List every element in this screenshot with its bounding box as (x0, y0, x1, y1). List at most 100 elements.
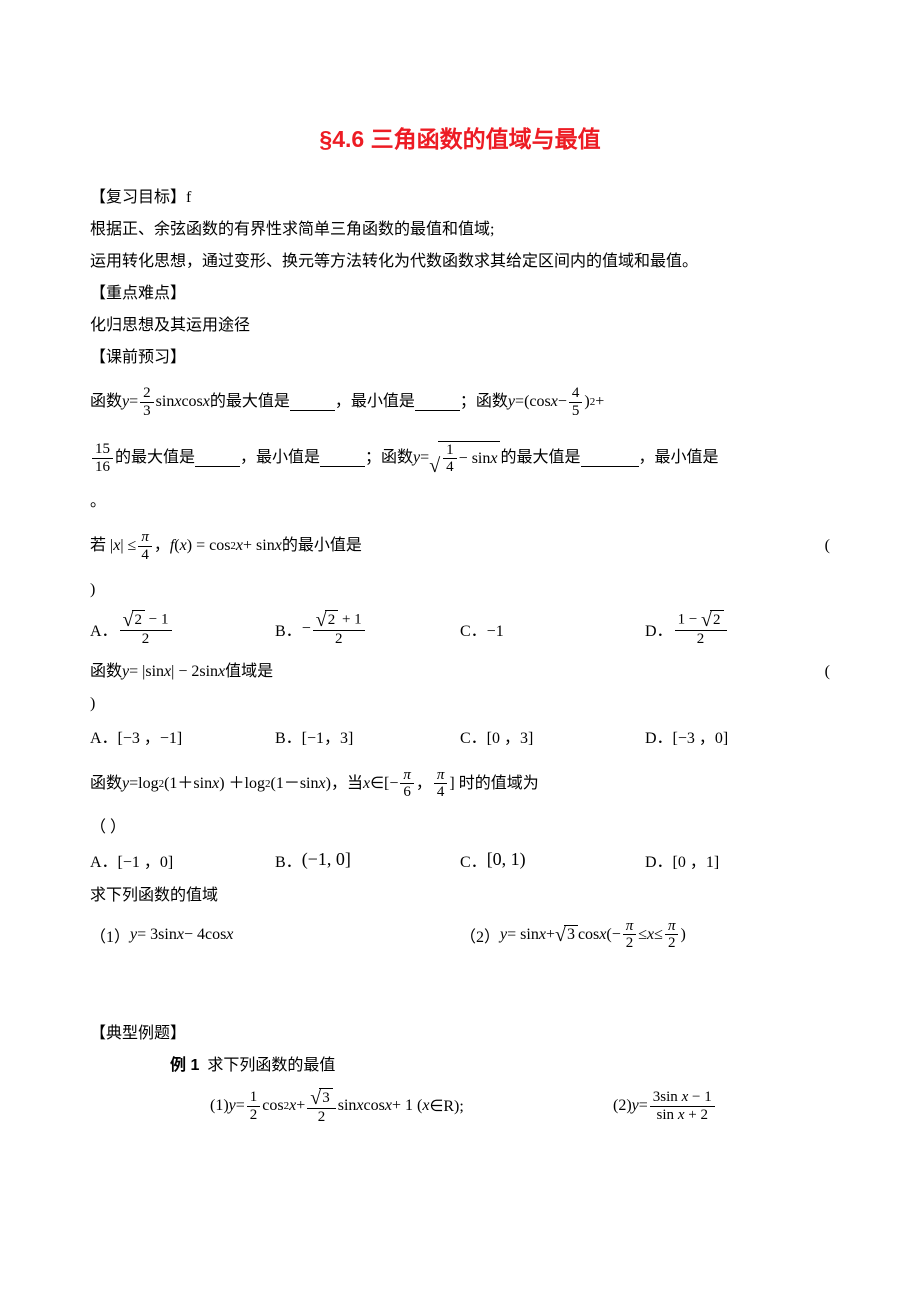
option-d: D． 1 − √2 2 (645, 610, 830, 648)
text: ；函数 (460, 386, 508, 418)
text: ，最小值是 (639, 442, 719, 474)
fraction: π 2 (665, 918, 679, 952)
text: 函数 (90, 386, 122, 418)
fraction: 15 16 (92, 441, 113, 475)
goal-line-1: 根据正、余弦函数的有界性求简单三角函数的最值和值域; (90, 214, 830, 246)
interval: (−1, 0] (302, 849, 351, 870)
numerator: 1 (443, 442, 457, 460)
var-x: x (539, 926, 546, 944)
q2-options: A． √2 − 1 2 B． − √2 + 1 2 C．−1 D． (90, 610, 830, 648)
text: ， (154, 530, 170, 562)
item-num: (1) (210, 1097, 229, 1115)
denominator: 5 (569, 403, 583, 420)
page-title: §4.6 三角函数的值域与最值 (90, 120, 830, 154)
text: ≤ (654, 926, 663, 944)
var-x: x (226, 926, 233, 944)
text: = (515, 386, 524, 418)
text: + sin (243, 530, 275, 562)
var-y: y (122, 656, 129, 688)
q2-stem: 若 | x | ≤ π 4 ， f ( x ) = cos 2 x + sin … (90, 518, 830, 574)
var-x: x (490, 443, 497, 475)
denominator: 6 (400, 784, 414, 801)
denominator: 2 (623, 935, 637, 952)
text: ，最小值是 (240, 442, 320, 474)
item-num: （1） (90, 923, 130, 947)
fraction: π 4 (434, 767, 448, 801)
radicand: 2 (710, 610, 724, 630)
example-text: 求下列函数的最值 (207, 1050, 335, 1082)
numerator: 3sin x − 1 (650, 1089, 715, 1107)
text: = (236, 1097, 245, 1115)
numerator: √2 + 1 (313, 610, 365, 631)
denominator: 2 (332, 631, 346, 648)
option-label: A． (90, 617, 118, 641)
q5-item-1: （1） y = 3sin x − 4cos x (90, 923, 460, 947)
fraction: π 6 (400, 767, 414, 801)
section-heading-examples: 【典型例题】 (90, 1018, 830, 1050)
text: =log (129, 768, 158, 800)
denominator: 2 (139, 631, 153, 648)
denominator: 4 (138, 547, 152, 564)
text: (− (606, 926, 620, 944)
q5-item-2: （2） y = sin x + √3 cos x (− π 2 ≤ x ≤ π … (460, 918, 830, 952)
text: 若 | (90, 530, 113, 562)
text: (1－sin (271, 768, 319, 800)
fraction: 3sin x − 1 sin x + 2 (650, 1089, 715, 1123)
example-label: 例 1 (170, 1050, 199, 1082)
denominator: 16 (92, 459, 113, 476)
ex1-item-1: (1) y = 1 2 cos 2 x + √3 2 sin x cos x +… (210, 1088, 613, 1126)
text: ∈R); (429, 1096, 463, 1116)
text: 的最大值是 (115, 442, 195, 474)
denominator: 2 (665, 935, 679, 952)
numerator: 1 − √2 (675, 610, 727, 631)
var-y: y (229, 1097, 236, 1115)
text: ) = cos (187, 530, 231, 562)
text: sin (657, 1107, 678, 1123)
text: sin (156, 386, 175, 418)
fraction: √3 2 (307, 1088, 335, 1126)
section-heading-preview: 【课前预习】 (90, 342, 830, 374)
text: cos (364, 1097, 385, 1115)
numerator: √3 (307, 1088, 335, 1109)
var-y: y (632, 1097, 639, 1115)
q4-options: A．[−1 ，0] B． (−1, 0] C． [0, 1) D．[0 ，1] (90, 848, 830, 872)
numerator: √2 − 1 (120, 610, 172, 631)
text: 值域是 (225, 656, 273, 688)
text: 的最大值是 (500, 442, 580, 474)
option-a: A．[−1 ，0] (90, 848, 275, 872)
text: ， (416, 768, 432, 800)
text: − (558, 386, 567, 418)
numerator: 2 (140, 385, 154, 403)
var-y: y (413, 442, 420, 474)
radicand: 1 4 − sin x (438, 441, 500, 476)
denominator: 2 (315, 1109, 329, 1126)
text: ∈[− (370, 768, 398, 800)
var-x: x (177, 926, 184, 944)
text: = (639, 1097, 648, 1115)
fraction: 4 5 (569, 385, 583, 419)
text: cos (262, 1097, 283, 1115)
blank-fill (415, 394, 460, 411)
radicand: 3 (319, 1088, 333, 1108)
var-x: x (180, 530, 187, 562)
var-x: x (422, 1097, 429, 1115)
blank-fill (290, 394, 335, 411)
var-x: x (212, 768, 219, 800)
q4-paren: （ ） (90, 812, 830, 844)
numerator: π (434, 767, 448, 785)
text: 1 − (678, 611, 701, 627)
var-x: x (599, 926, 606, 944)
option-d: D．[−3 ，0] (645, 724, 830, 748)
var-x: x (203, 386, 210, 418)
text: − 4cos (184, 926, 226, 944)
option-c: C．[0 ，3] (460, 724, 645, 748)
text: 3sin (653, 1089, 682, 1105)
text: ，最小值是 (335, 386, 415, 418)
text: | − 2sin (171, 656, 218, 688)
fraction: 2 3 (140, 385, 154, 419)
radicand: 2 (325, 610, 339, 630)
text: sin (338, 1097, 357, 1115)
option-a: A． √2 − 1 2 (90, 610, 275, 648)
text: cos (578, 926, 599, 944)
sqrt: √ 1 4 − sin x (429, 441, 500, 476)
